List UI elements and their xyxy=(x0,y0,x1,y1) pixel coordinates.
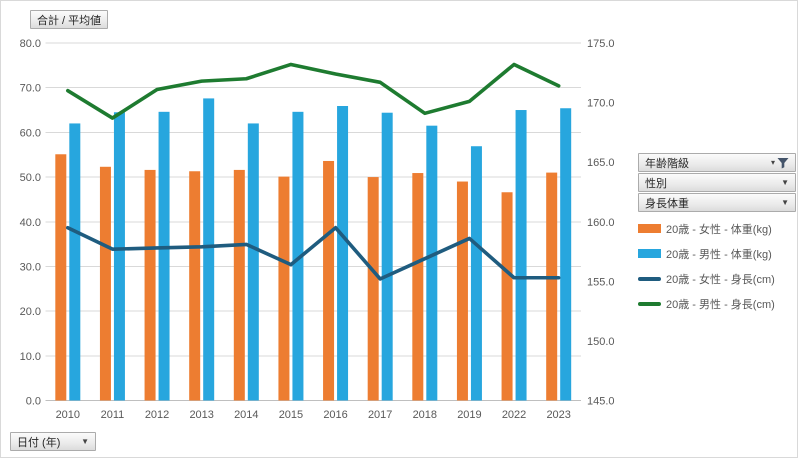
bar-female-weight xyxy=(278,176,290,401)
right-axis-tick-label: 145.0 xyxy=(587,396,615,408)
dropdown-caret-icon: ▼ xyxy=(781,197,789,207)
x-axis-category-label: 2022 xyxy=(502,409,526,421)
bar-female-weight xyxy=(367,177,379,401)
left-axis-tick-label: 40.0 xyxy=(20,217,41,229)
bar-male-weight xyxy=(158,111,170,401)
bar-female-weight xyxy=(55,154,67,401)
field-button-height-weight[interactable]: 身長体重 ▼ xyxy=(638,193,796,212)
left-axis-tick-label: 20.0 xyxy=(20,306,41,318)
bar-female-weight xyxy=(456,181,468,401)
legend-item-female-height[interactable]: 20歳 - 女性 - 身長(cm) xyxy=(638,266,796,291)
bar-male-weight xyxy=(470,146,482,401)
field-button-age-class[interactable]: 年齢階級 ▾ xyxy=(638,153,796,172)
bar-male-weight xyxy=(113,112,125,401)
right-axis-tick-label: 155.0 xyxy=(587,276,615,288)
x-axis-category-label: 2019 xyxy=(457,409,481,421)
legend-item-male-weight[interactable]: 20歳 - 男性 - 体重(kg) xyxy=(638,241,796,266)
legend-item-female-weight[interactable]: 20歳 - 女性 - 体重(kg) xyxy=(638,216,796,241)
left-axis-tick-label: 50.0 xyxy=(20,172,41,184)
right-axis-tick-label: 170.0 xyxy=(587,98,615,110)
x-axis-category-label: 2015 xyxy=(279,409,303,421)
left-axis-tick-label: 60.0 xyxy=(20,127,41,139)
bar-female-weight xyxy=(189,171,201,401)
x-axis-category-label: 2018 xyxy=(413,409,437,421)
line-female-height xyxy=(66,225,561,281)
left-axis-tick-label: 10.0 xyxy=(20,351,41,363)
axis-field-button-date[interactable]: 日付 (年) ▼ xyxy=(10,432,96,451)
x-axis-category-label: 2023 xyxy=(546,409,570,421)
dropdown-caret-icon: ▾ xyxy=(770,157,775,167)
bar-female-weight xyxy=(412,173,424,401)
bar-male-weight xyxy=(247,123,259,401)
dropdown-caret-icon: ▼ xyxy=(81,436,89,446)
bar-male-weight xyxy=(560,108,572,401)
legend-swatch-male-weight xyxy=(638,249,661,258)
bar-male-weight xyxy=(203,98,215,401)
legend-label: 20歳 - 女性 - 身長(cm) xyxy=(666,273,775,286)
axis-field-label: 日付 (年) xyxy=(17,436,61,449)
x-axis-category-label: 2012 xyxy=(145,409,169,421)
legend-swatch-female-weight xyxy=(638,224,661,233)
values-field-button[interactable]: 合計 / 平均値 xyxy=(30,10,109,29)
chart-legend: 20歳 - 女性 - 体重(kg) 20歳 - 男性 - 体重(kg) 20歳 … xyxy=(638,216,796,316)
left-axis-tick-label: 0.0 xyxy=(26,396,41,408)
legend-label: 20歳 - 女性 - 体重(kg) xyxy=(666,223,772,236)
x-axis-category-label: 2013 xyxy=(189,409,213,421)
bar-female-weight xyxy=(233,169,245,401)
bar-male-weight xyxy=(381,112,393,401)
x-axis-category-label: 2010 xyxy=(56,409,80,421)
left-axis-tick-label: 30.0 xyxy=(20,261,41,273)
bar-male-weight xyxy=(292,111,304,401)
legend-swatch-male-height xyxy=(638,301,661,306)
bar-male-weight xyxy=(69,123,81,401)
right-axis-tick-label: 150.0 xyxy=(587,336,615,348)
field-button-label: 年齢階級 xyxy=(645,157,689,170)
right-axis-tick-label: 175.0 xyxy=(587,38,615,50)
legend-label: 20歳 - 男性 - 身長(cm) xyxy=(666,298,775,311)
left-axis-tick-label: 80.0 xyxy=(20,38,41,50)
bar-female-weight xyxy=(144,169,156,401)
field-button-icons: ▾ xyxy=(763,157,789,169)
bar-male-weight xyxy=(515,110,527,401)
values-field-label: 合計 / 平均値 xyxy=(37,14,102,27)
bar-female-weight xyxy=(323,160,335,401)
bar-female-weight xyxy=(99,166,111,401)
legend-item-male-height[interactable]: 20歳 - 男性 - 身長(cm) xyxy=(638,291,796,316)
field-button-label: 性別 xyxy=(645,177,667,190)
right-axis-tick-label: 165.0 xyxy=(587,157,615,169)
left-axis-tick-label: 70.0 xyxy=(20,83,41,95)
field-button-gender[interactable]: 性別 ▼ xyxy=(638,173,796,192)
x-axis-category-label: 2017 xyxy=(368,409,392,421)
dropdown-caret-icon: ▼ xyxy=(781,177,789,187)
right-axis-tick-label: 160.0 xyxy=(587,217,615,229)
bar-male-weight xyxy=(426,125,438,401)
bar-female-weight xyxy=(501,192,513,401)
legend-swatch-female-height xyxy=(638,276,661,281)
filter-icon xyxy=(777,157,789,168)
legend-label: 20歳 - 男性 - 体重(kg) xyxy=(666,248,772,261)
bar-male-weight xyxy=(337,106,349,401)
x-axis-category-label: 2014 xyxy=(234,409,258,421)
x-axis-category-label: 2011 xyxy=(101,409,125,421)
x-axis-category-label: 2016 xyxy=(323,409,347,421)
line-male-height xyxy=(66,62,561,120)
field-button-label: 身長体重 xyxy=(645,197,689,210)
bar-female-weight xyxy=(546,172,558,401)
